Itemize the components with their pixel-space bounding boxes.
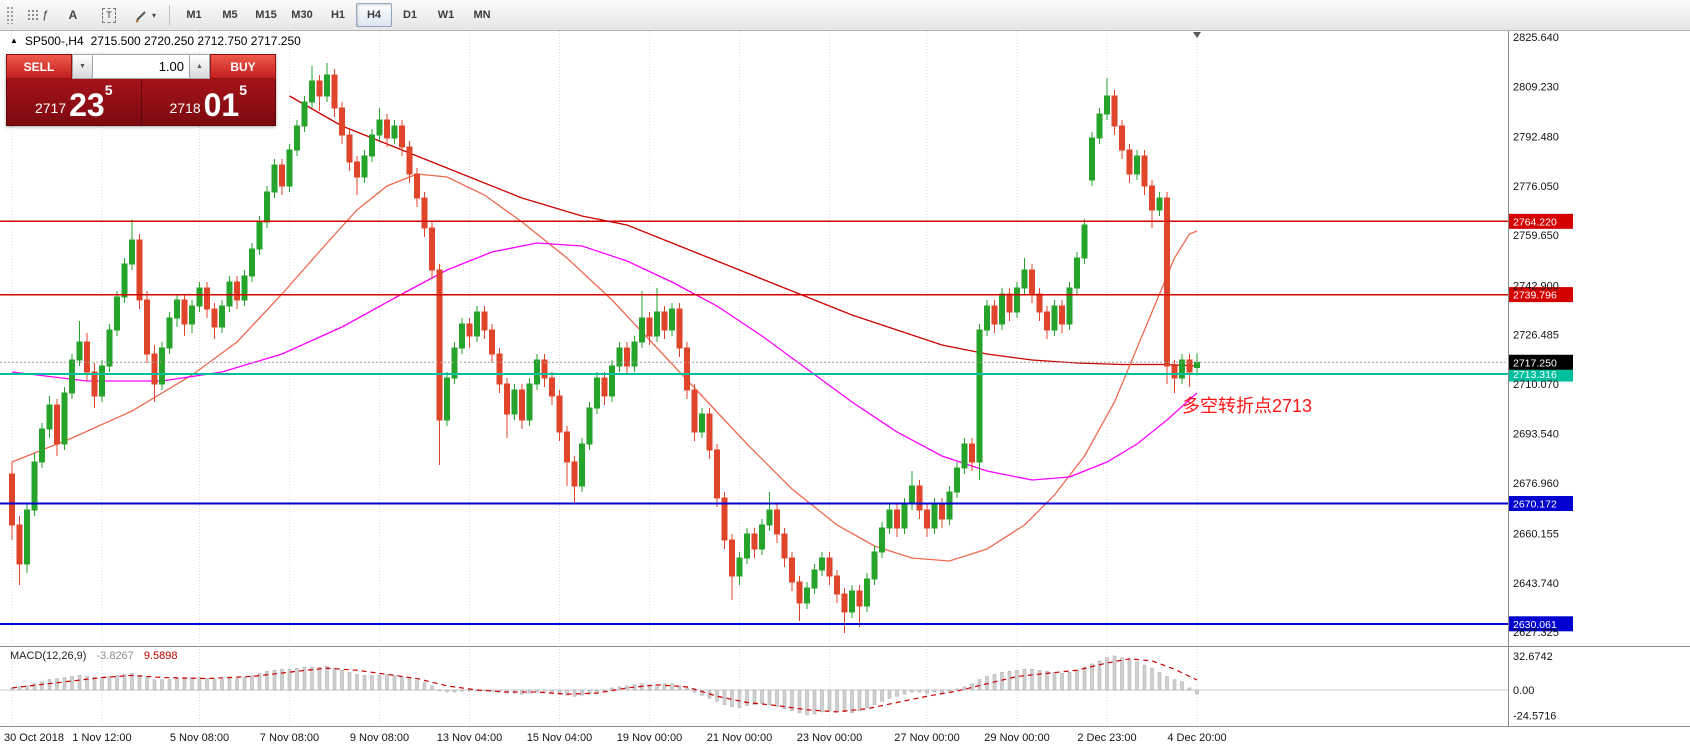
timeframe-button-w1[interactable]: W1 (437, 9, 455, 21)
timeframe-button-h4[interactable]: H4 (356, 3, 392, 27)
macd-main-value: -3.8267 (96, 650, 134, 662)
buy-quote-sup: 5 (239, 82, 248, 98)
volume-down-stepper[interactable]: ▼ (72, 54, 93, 79)
buy-quote-base: 2718 (169, 100, 201, 116)
timeframe-button-m15[interactable]: M15 (255, 9, 277, 21)
svg-text:2 Dec 23:00: 2 Dec 23:00 (1077, 732, 1136, 744)
trade-quote-row: 2717 23 5 2718 01 5 (6, 79, 276, 126)
candles-layer (9, 63, 1200, 633)
toolbar-separator (169, 5, 170, 25)
svg-text:15 Nov 04:00: 15 Nov 04:00 (527, 732, 592, 744)
volume-down-icon: ▼ (79, 63, 86, 70)
macd-signal-value: 9.5898 (143, 650, 178, 662)
chart-ohlc-values: 2715.500 2720.250 2712.750 2717.250 (90, 34, 301, 48)
function-icon: ƒ (41, 9, 49, 21)
timeframe-button-d1[interactable]: D1 (402, 9, 418, 21)
macd-signal-line (11, 658, 1198, 713)
chart-shift-marker-icon (1193, 32, 1201, 38)
text-label-icon: T (102, 7, 116, 23)
ma-trend-red (289, 95, 1198, 367)
chart-symbol-label: SP500-,H4 (24, 34, 84, 48)
svg-text:23 Nov 00:00: 23 Nov 00:00 (797, 732, 862, 744)
sell-quote[interactable]: 2717 23 5 (7, 79, 141, 125)
chart-ohlc-header: ▲ SP500-,H4 2715.500 2720.250 2712.750 2… (10, 34, 301, 48)
sell-quote-base: 2717 (34, 100, 67, 116)
draw-tools-button[interactable]: ▾ (127, 3, 163, 27)
svg-text:2670.172: 2670.172 (1513, 498, 1557, 510)
svg-text:2825.640: 2825.640 (1513, 32, 1559, 44)
pencil-icon (135, 10, 146, 22)
svg-text:2643.740: 2643.740 (1513, 578, 1559, 590)
hlines-layer (0, 220, 1508, 625)
sell-quote-pips: 23 (69, 86, 105, 123)
svg-text:9 Nov 08:00: 9 Nov 08:00 (350, 732, 409, 744)
svg-text:13 Nov 04:00: 13 Nov 04:00 (437, 732, 502, 744)
macd-indicator-label: MACD(12,26,9) -3.8267 9.5898 (10, 650, 178, 662)
toolbar: ƒ A T ▾ M1 M5 M15 M30 H1 H4 D1 W1 MN (0, 0, 1690, 31)
chart-marker-icon: ▲ (10, 36, 18, 45)
panel-separators (0, 30, 1690, 727)
svg-text:2717.250: 2717.250 (1513, 357, 1557, 369)
timeframe-button-mn[interactable]: MN (473, 9, 491, 21)
svg-text:2776.050: 2776.050 (1513, 181, 1559, 193)
svg-text:2676.960: 2676.960 (1513, 478, 1559, 490)
ma-mid-orange (11, 173, 1198, 562)
svg-text:7 Nov 08:00: 7 Nov 08:00 (260, 732, 319, 744)
svg-text:2627.325: 2627.325 (1513, 627, 1559, 639)
trade-controls-row: SELL ▼ ▲ BUY (6, 54, 276, 79)
timeframe-button-m1[interactable]: M1 (186, 9, 202, 21)
svg-text:2809.230: 2809.230 (1513, 81, 1559, 93)
svg-text:2759.650: 2759.650 (1513, 230, 1559, 242)
svg-text:27 Nov 00:00: 27 Nov 00:00 (894, 732, 959, 744)
svg-text:2764.220: 2764.220 (1513, 216, 1557, 228)
font-tool-button[interactable]: A (55, 3, 91, 27)
timeframe-group: M1 M5 M15 M30 H1 H4 D1 W1 MN (176, 3, 500, 27)
svg-text:2792.480: 2792.480 (1513, 132, 1559, 144)
svg-text:2630.061: 2630.061 (1513, 619, 1557, 631)
svg-text:32.6742: 32.6742 (1513, 651, 1553, 663)
volume-up-stepper[interactable]: ▲ (189, 54, 210, 79)
svg-text:2739.796: 2739.796 (1513, 290, 1557, 302)
svg-text:21 Nov 00:00: 21 Nov 00:00 (707, 732, 772, 744)
svg-text:4 Dec 20:00: 4 Dec 20:00 (1167, 732, 1226, 744)
macd-name: MACD(12,26,9) (10, 650, 87, 662)
text-label-tool-button[interactable]: T (91, 3, 127, 27)
svg-text:2660.155: 2660.155 (1513, 529, 1559, 541)
svg-text:19 Nov 00:00: 19 Nov 00:00 (617, 732, 682, 744)
font-icon: A (68, 8, 78, 22)
macd-histogram-layer (10, 655, 1199, 716)
svg-text:0.00: 0.00 (1513, 685, 1534, 697)
svg-text:2713.316: 2713.316 (1513, 369, 1557, 381)
one-click-trading-panel: SELL ▼ ▲ BUY 2717 23 5 2718 01 5 (6, 54, 276, 126)
sell-button[interactable]: SELL (6, 54, 72, 79)
svg-text:2726.485: 2726.485 (1513, 330, 1559, 342)
timeframe-button-h1[interactable]: H1 (330, 9, 346, 21)
svg-text:2693.540: 2693.540 (1513, 428, 1559, 440)
ma-slow-magenta (11, 242, 1198, 481)
svg-text:30 Oct 2018: 30 Oct 2018 (4, 732, 64, 744)
chart-annotation: 多空转折点2713 (1182, 396, 1313, 416)
sell-quote-sup: 5 (104, 82, 113, 98)
svg-text:2710.070: 2710.070 (1513, 379, 1559, 391)
chevron-down-icon: ▾ (151, 10, 156, 20)
buy-quote[interactable]: 2718 01 5 (140, 79, 276, 125)
indicator-list-button[interactable]: ƒ (19, 3, 55, 27)
svg-text:2742.900: 2742.900 (1513, 280, 1559, 292)
timeframe-button-m5[interactable]: M5 (222, 9, 238, 21)
timeframe-button-m30[interactable]: M30 (291, 9, 313, 21)
moving-averages-layer (11, 95, 1198, 562)
toolbar-grip[interactable] (6, 6, 13, 24)
svg-text:29 Nov 00:00: 29 Nov 00:00 (984, 732, 1049, 744)
buy-button[interactable]: BUY (210, 54, 276, 79)
volume-up-icon: ▲ (196, 63, 203, 70)
svg-text:1 Nov 12:00: 1 Nov 12:00 (72, 732, 131, 744)
svg-text:-24.5716: -24.5716 (1513, 711, 1556, 723)
volume-input[interactable] (93, 54, 189, 79)
svg-text:5 Nov 08:00: 5 Nov 08:00 (170, 732, 229, 744)
buy-quote-pips: 01 (203, 86, 240, 123)
grid-dots-icon (27, 9, 38, 20)
